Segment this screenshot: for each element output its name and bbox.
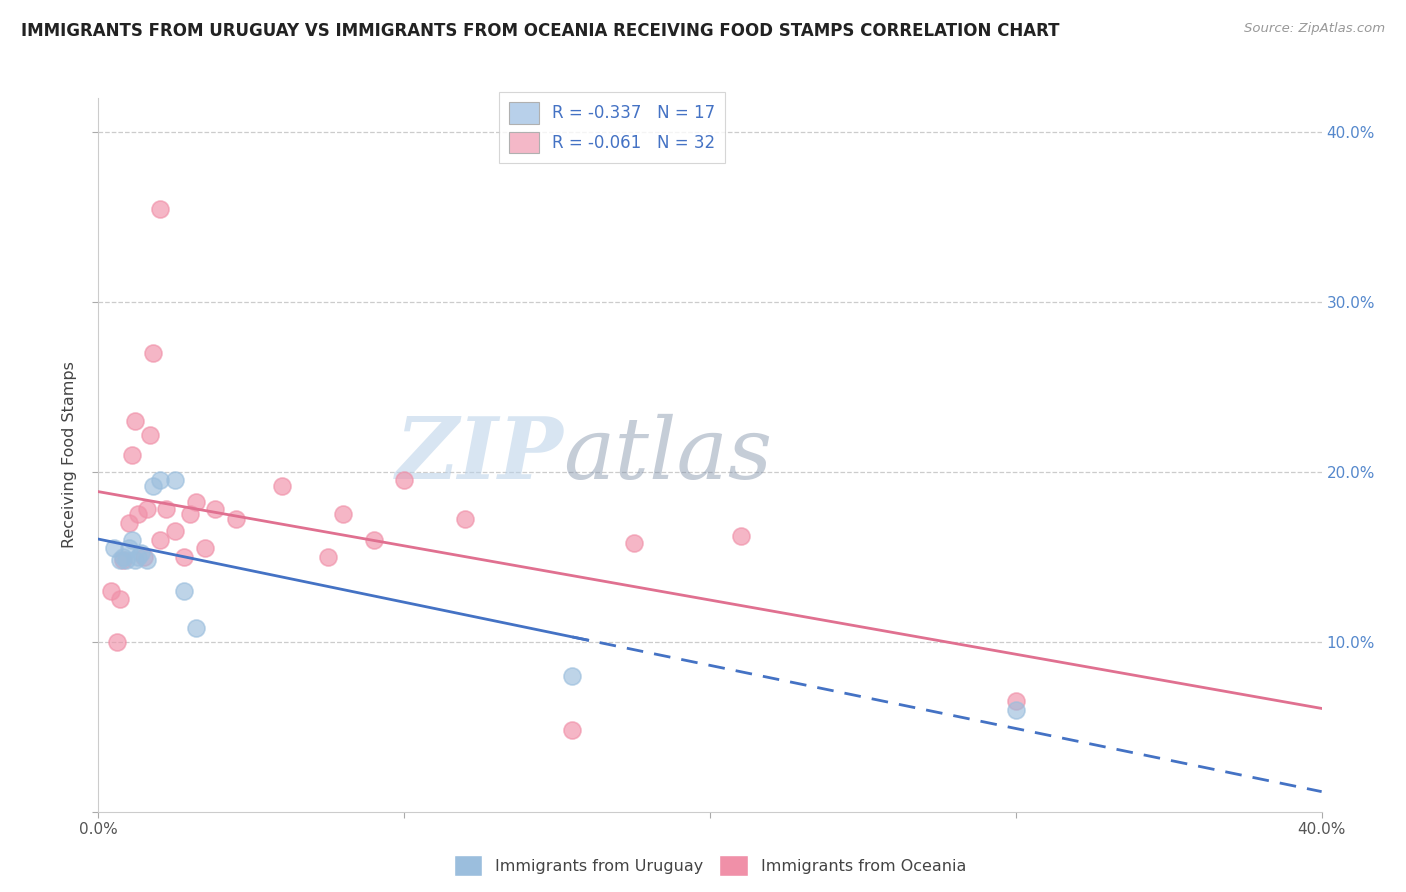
Point xyxy=(561,669,583,683)
Point xyxy=(118,541,141,556)
Point xyxy=(108,553,131,567)
Point xyxy=(127,508,149,522)
Point xyxy=(186,621,208,635)
Point xyxy=(225,512,247,526)
Point xyxy=(194,541,217,556)
Point xyxy=(179,508,201,522)
Point xyxy=(204,502,226,516)
Point xyxy=(136,553,159,567)
Text: IMMIGRANTS FROM URUGUAY VS IMMIGRANTS FROM OCEANIA RECEIVING FOOD STAMPS CORRELA: IMMIGRANTS FROM URUGUAY VS IMMIGRANTS FR… xyxy=(21,22,1060,40)
Point xyxy=(139,427,162,442)
Point xyxy=(118,516,141,530)
Point xyxy=(363,533,385,547)
Text: atlas: atlas xyxy=(564,414,772,496)
Point xyxy=(100,583,122,598)
Point xyxy=(105,635,128,649)
Point xyxy=(163,524,186,539)
Point xyxy=(142,346,165,360)
Text: ZIP: ZIP xyxy=(395,413,564,497)
Point xyxy=(111,553,134,567)
Point xyxy=(623,536,645,550)
Point xyxy=(155,502,177,516)
Point xyxy=(111,549,134,564)
Point xyxy=(392,474,416,488)
Point xyxy=(121,533,143,547)
Point xyxy=(142,478,165,492)
Point xyxy=(173,549,195,564)
Text: Source: ZipAtlas.com: Source: ZipAtlas.com xyxy=(1244,22,1385,36)
Point xyxy=(149,474,172,488)
Point xyxy=(124,414,146,428)
Point xyxy=(124,553,146,567)
Point xyxy=(127,549,149,564)
Point xyxy=(134,549,156,564)
Point xyxy=(115,553,138,567)
Point xyxy=(129,546,152,560)
Point xyxy=(316,549,339,564)
Legend: Immigrants from Uruguay, Immigrants from Oceania: Immigrants from Uruguay, Immigrants from… xyxy=(447,849,973,882)
Point xyxy=(121,448,143,462)
Point xyxy=(1004,694,1026,708)
Point xyxy=(149,533,172,547)
Point xyxy=(149,202,172,216)
Point xyxy=(163,474,186,488)
Point xyxy=(1004,703,1026,717)
Point xyxy=(332,508,354,522)
Point xyxy=(136,502,159,516)
Point xyxy=(103,541,125,556)
Point xyxy=(108,592,131,607)
Point xyxy=(186,495,208,509)
Y-axis label: Receiving Food Stamps: Receiving Food Stamps xyxy=(62,361,77,549)
Point xyxy=(270,478,292,492)
Point xyxy=(454,512,477,526)
Point xyxy=(730,529,752,543)
Point xyxy=(173,583,195,598)
Point xyxy=(561,723,583,738)
